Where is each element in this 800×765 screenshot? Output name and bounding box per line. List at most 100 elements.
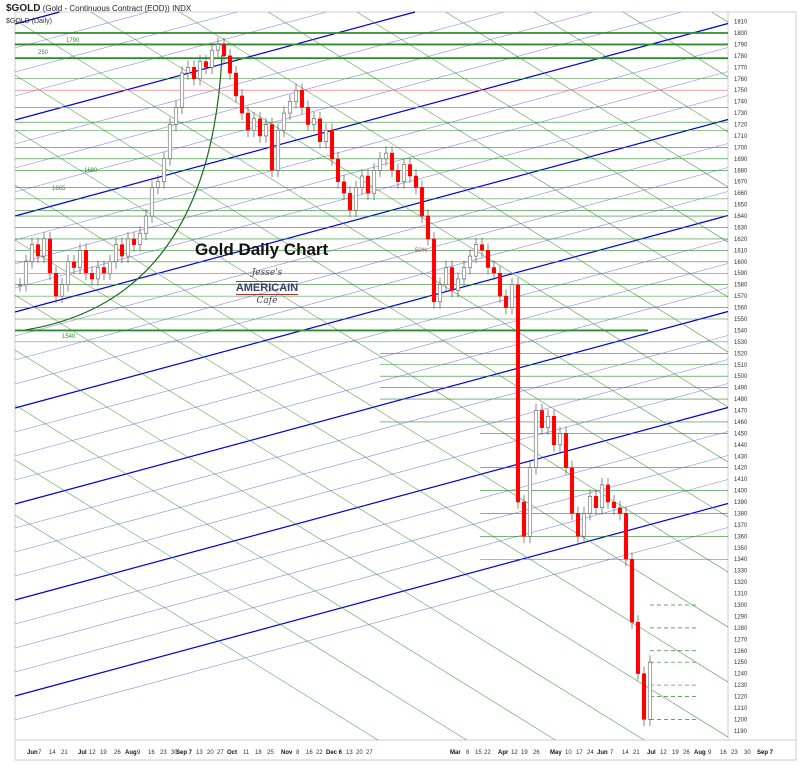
trend-line — [268, 11, 729, 298]
y-tick-label: 1490 — [734, 386, 748, 392]
y-tick-label: 1720 — [734, 123, 748, 129]
candle — [395, 170, 401, 182]
y-tick-label: 1570 — [734, 294, 748, 300]
candle — [275, 129, 281, 171]
candle — [599, 484, 605, 509]
candle — [587, 496, 593, 514]
candle — [449, 267, 455, 291]
candle — [23, 261, 29, 285]
y-tick-label: 1520 — [734, 351, 748, 357]
y-tick-label: 1240 — [734, 672, 748, 678]
y-tick-label: 1790 — [734, 42, 748, 48]
candle — [17, 284, 23, 286]
y-tick-label: 1500 — [734, 374, 748, 380]
x-tick-label: Oct — [227, 750, 237, 756]
x-tick-label: 14 — [622, 750, 629, 756]
x-tick-label: 7 — [610, 750, 614, 756]
candle — [47, 238, 53, 274]
candle — [341, 181, 347, 194]
candle — [389, 152, 395, 171]
x-tick-label: 27 — [366, 750, 373, 756]
y-tick-label: 1420 — [734, 466, 748, 472]
y-tick-label: 1440 — [734, 443, 748, 449]
x-tick-label: 16 — [148, 750, 155, 756]
x-tick-label: 21 — [633, 750, 640, 756]
candle — [431, 238, 437, 303]
trend-line — [14, 404, 556, 741]
x-tick-label: 26 — [114, 750, 121, 756]
y-tick-label: 1470 — [734, 409, 748, 415]
candle — [419, 187, 425, 217]
channel-line — [14, 359, 729, 553]
candle — [461, 267, 467, 280]
x-tick-label: 13 — [346, 750, 353, 756]
x-tick-label: 16 — [720, 750, 727, 756]
candle — [287, 101, 293, 114]
candle — [323, 129, 329, 142]
x-tick-label: Jun — [27, 750, 38, 756]
candle — [119, 244, 125, 257]
x-tick-label: 23 — [731, 750, 738, 756]
x-tick-label: 17 — [576, 750, 583, 756]
candle — [635, 621, 641, 674]
trend-line — [14, 514, 379, 741]
y-tick-label: 1780 — [734, 54, 748, 60]
candle — [605, 484, 611, 503]
candle — [311, 118, 317, 125]
candle — [629, 558, 635, 623]
y-tick-label: 1340 — [734, 557, 748, 563]
y-tick-label: 1530 — [734, 340, 748, 346]
candle — [647, 661, 653, 720]
annotation-1680: 1680 — [84, 168, 98, 174]
channel-line — [14, 310, 729, 505]
y-tick-label: 1770 — [734, 65, 748, 71]
x-tick-label: 26 — [683, 750, 690, 756]
x-tick-label: 8 — [296, 750, 300, 756]
y-tick-label: 1460 — [734, 420, 748, 426]
y-tick-label: 1400 — [734, 489, 748, 495]
channel-line — [14, 11, 238, 73]
x-tick-label: Aug — [694, 750, 706, 756]
y-tick-label: 1740 — [734, 100, 748, 106]
y-tick-label: 1690 — [734, 157, 748, 163]
candle — [623, 513, 629, 560]
x-tick-label: 13 — [196, 750, 203, 756]
y-tick-label: 1250 — [734, 660, 748, 666]
candle — [221, 44, 227, 57]
channel-line — [14, 287, 729, 481]
x-tick-label: 11 — [243, 750, 250, 756]
x-tick-label: 20 — [207, 750, 214, 756]
y-tick-label: 1380 — [734, 511, 748, 517]
channel-line — [14, 11, 682, 193]
x-tick-label: Dec 6 — [326, 750, 343, 756]
x-tick-label: Jul — [78, 750, 87, 756]
y-tick-label: 1640 — [734, 214, 748, 220]
candle — [407, 164, 413, 177]
candle — [203, 61, 209, 68]
y-tick-label: 1510 — [734, 363, 748, 369]
candle — [245, 112, 251, 131]
candle — [503, 295, 509, 308]
candle — [485, 250, 491, 268]
candle — [293, 89, 299, 102]
plot-area — [14, 11, 729, 741]
y-tick-label: 1280 — [734, 626, 748, 632]
candle — [569, 467, 575, 514]
y-tick-label: 1620 — [734, 237, 748, 243]
x-tick-label: 8 — [466, 750, 470, 756]
trend-line — [534, 11, 729, 133]
candle — [161, 158, 167, 182]
channel-line — [14, 335, 729, 529]
candle — [95, 267, 101, 280]
chart-title: Gold Daily Chart — [195, 240, 329, 259]
candle — [557, 433, 563, 446]
candle — [197, 61, 203, 80]
y-tick-label: 1650 — [734, 203, 748, 209]
candle — [215, 44, 221, 51]
trend-line — [90, 11, 729, 408]
symbol-description: (Gold - Continuous Contract (EOD)) INDX — [42, 4, 192, 13]
x-tick-label: Mar — [450, 750, 461, 756]
candle — [155, 181, 161, 188]
candle — [227, 55, 233, 74]
x-tick-label: 19 — [521, 750, 528, 756]
